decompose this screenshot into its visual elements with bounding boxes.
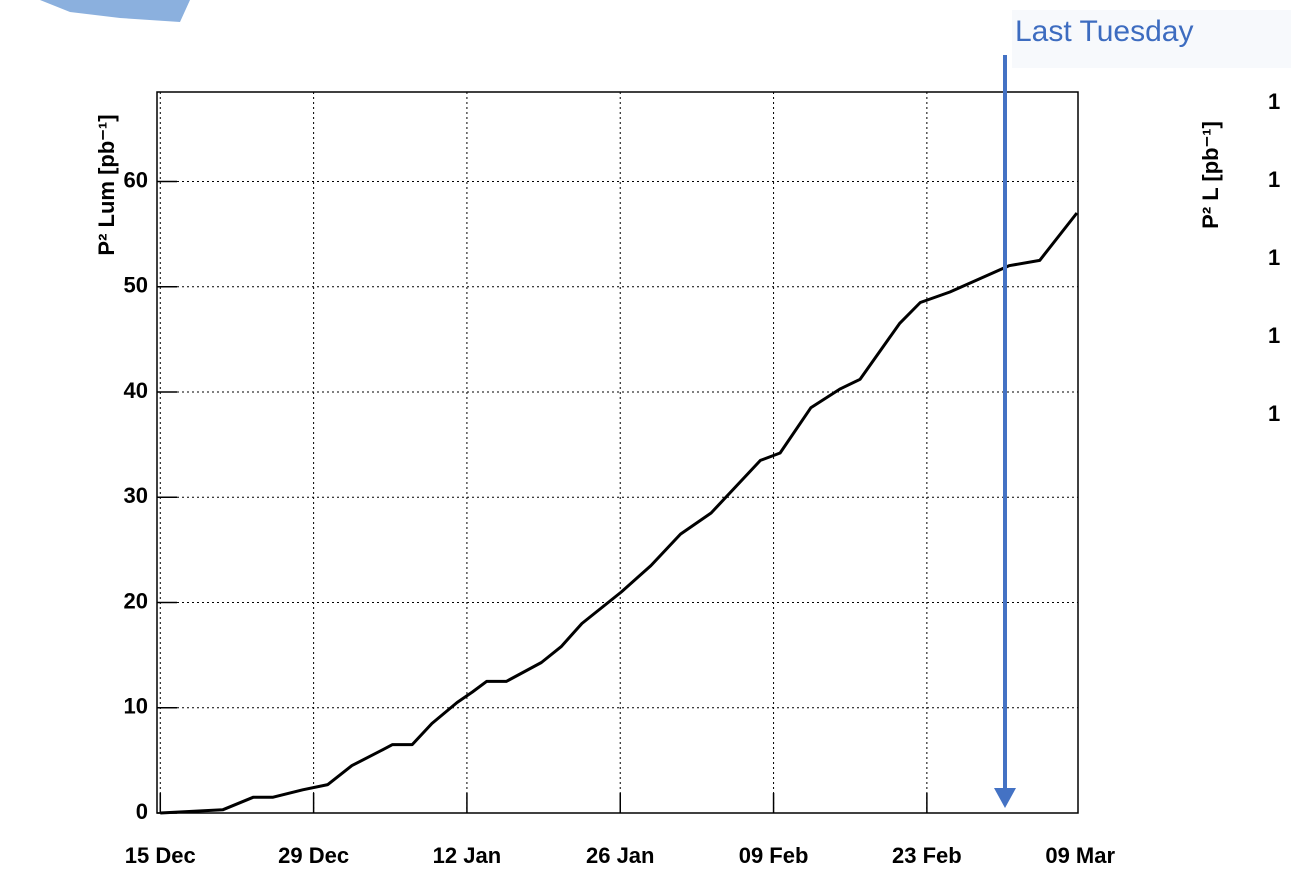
y-tick-label: 50 [124,273,148,298]
y-tick-label: 20 [124,588,148,613]
chart: Last Tuesday P² Lum [pb⁻¹] P² L [pb⁻¹] 1… [0,0,1291,874]
plot: 0 10 20 30 40 50 60 15 Dec 29 Dec 12 Jan 26 Jan 09 … [124,92,1116,868]
y-tick-label: 30 [124,483,148,508]
side-tick-label: 1 [1268,245,1280,270]
y-tick-label: 60 [124,167,148,192]
x-tick-label: 12 Jan [433,843,502,868]
page: Last Tuesday P² Lum [pb⁻¹] P² L [pb⁻¹] 1… [0,0,1291,874]
side-y-axis-label: P² L [pb⁻¹] [1198,121,1223,229]
x-tick-label: 26 Jan [586,843,655,868]
data-line [160,213,1077,813]
x-tick-label: 09 Feb [739,843,809,868]
y-tick-label: 0 [136,799,148,824]
x-tick-label: 09 Mar [1045,843,1115,868]
y-tick-label: 10 [124,694,148,719]
x-tick-label: 15 Dec [125,843,196,868]
side-tick-label: 1 [1268,89,1280,114]
x-tick-label: 23 Feb [892,843,962,868]
side-ticks: 1 1 1 1 1 [1268,89,1280,426]
y-tick-label: 40 [124,378,148,403]
arrow-head [994,788,1016,808]
side-tick-label: 1 [1268,323,1280,348]
x-tick-label: 29 Dec [278,843,349,868]
side-tick-label: 1 [1268,167,1280,192]
side-tick-label: 1 [1268,401,1280,426]
annotation: Last Tuesday [1015,15,1193,48]
plot-frame [157,92,1078,813]
y-axis-label: P² Lum [pb⁻¹] [94,114,119,255]
